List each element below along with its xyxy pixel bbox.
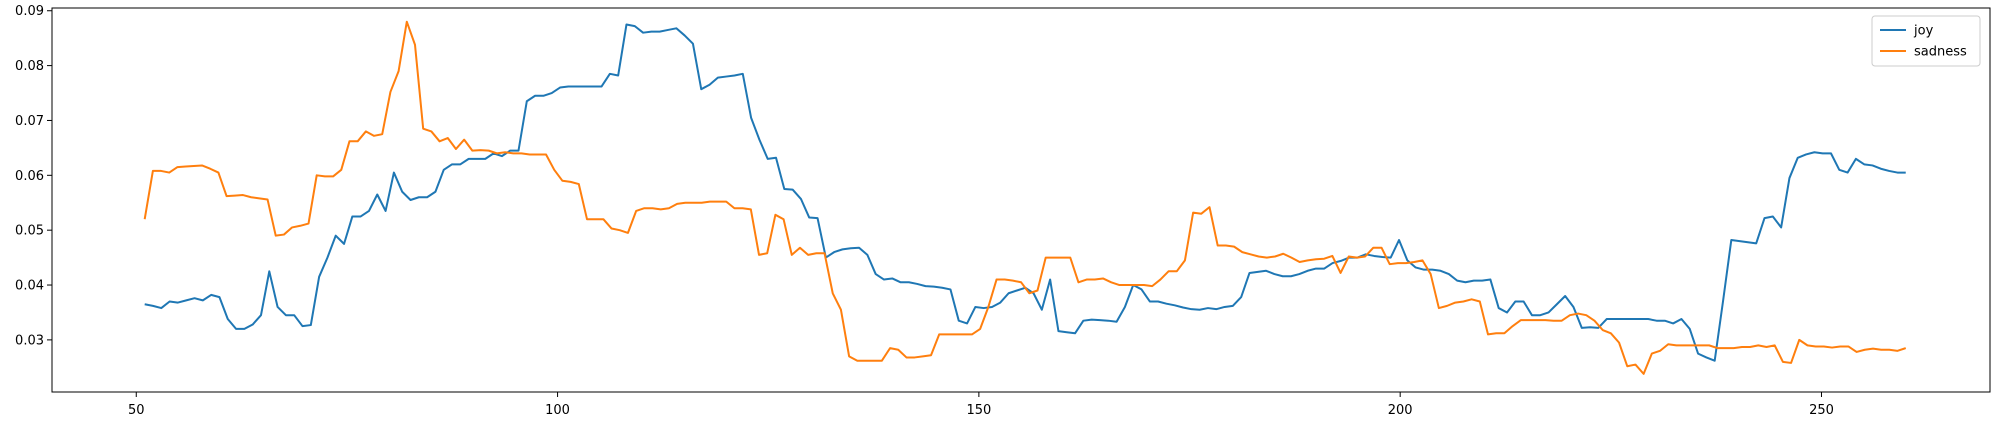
x-tick-label: 100: [545, 403, 570, 418]
x-tick-label: 200: [1388, 403, 1413, 418]
legend-box: [1871, 15, 1981, 67]
axes-layer: 50 100 150 200 250 0.03 0.04 0.05 0.06 0.07 0.08 0.…: [15, 4, 1991, 418]
y-tick-label: 0.04: [15, 279, 44, 294]
series-line-sadness: [143, 20, 1907, 375]
y-tick-label: 0.07: [15, 114, 44, 129]
plot-frame: [51, 7, 1991, 393]
y-tick-label: 0.09: [15, 4, 44, 19]
y-tick-label: 0.08: [15, 59, 44, 74]
legend-label-sadness: sadness: [1914, 45, 1967, 60]
x-tick-label: 50: [128, 403, 145, 418]
y-tick-label: 0.06: [15, 169, 44, 184]
x-tick-label: 150: [966, 403, 991, 418]
legend-label-joy: joy: [1913, 24, 1934, 39]
y-tick-label: 0.03: [15, 333, 44, 348]
x-tick-label: 250: [1809, 403, 1834, 418]
plot-layer: [143, 20, 1907, 375]
series-line-joy: [144, 23, 1906, 362]
legend: joy sadness: [1871, 15, 1981, 67]
y-tick-label: 0.05: [15, 224, 44, 239]
